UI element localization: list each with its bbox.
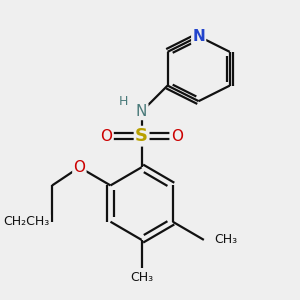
Text: CH₃: CH₃ — [130, 271, 153, 284]
Text: O: O — [171, 129, 183, 144]
Text: H: H — [119, 94, 128, 108]
Text: N: N — [192, 29, 205, 44]
Text: S: S — [135, 127, 148, 145]
Text: O: O — [100, 129, 112, 144]
Text: O: O — [74, 160, 86, 175]
Text: N: N — [136, 104, 147, 119]
Text: CH₂CH₃: CH₂CH₃ — [3, 215, 50, 228]
Text: CH₃: CH₃ — [214, 233, 237, 246]
